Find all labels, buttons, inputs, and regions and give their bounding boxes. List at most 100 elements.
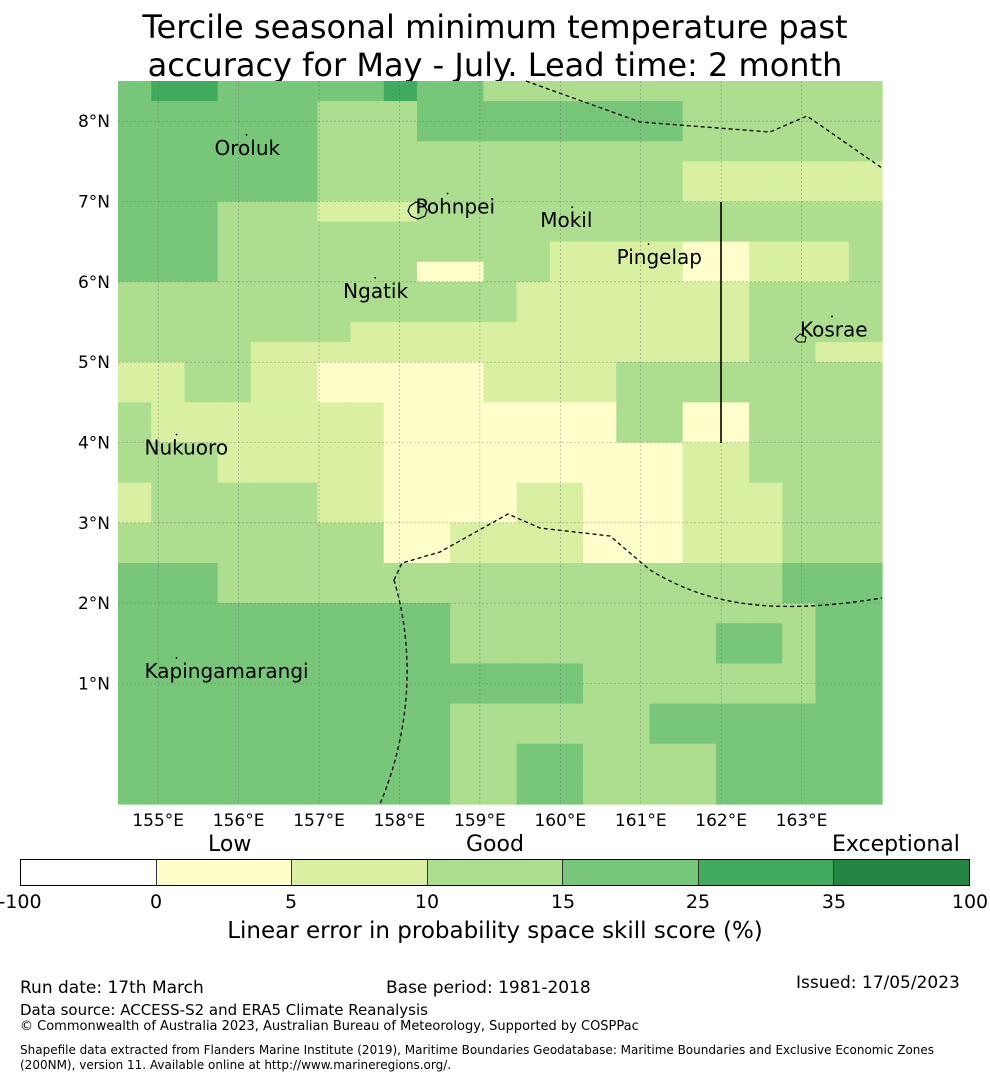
skill-cell (284, 121, 318, 142)
skill-cell (848, 281, 883, 303)
skill-cell (649, 342, 684, 363)
skill-cell (317, 703, 352, 725)
skill-cell (815, 322, 850, 343)
skill-cell (682, 201, 717, 223)
skill-cell (649, 743, 684, 765)
skill-cell (815, 623, 850, 644)
skill-cell (483, 121, 518, 142)
skill-cell (649, 482, 684, 504)
place-dot (374, 277, 377, 279)
skill-cell (184, 723, 219, 745)
colorbar-tick: 15 (550, 891, 576, 913)
lat-tick-label: 5°N (78, 353, 110, 373)
skill-cell (749, 783, 783, 805)
skill-cell (782, 563, 817, 584)
skill-cell (217, 382, 252, 403)
skill-cell (118, 342, 152, 363)
skill-cell (483, 723, 518, 745)
skill-cell (118, 181, 152, 203)
skill-cell (616, 181, 651, 203)
skill-cell (284, 101, 318, 122)
skill-cell (383, 301, 418, 323)
place-dot (571, 206, 574, 209)
skill-cell (516, 703, 551, 725)
skill-cell (350, 322, 385, 343)
skill-cell (250, 703, 285, 725)
skill-cell (682, 743, 717, 765)
skill-cell (184, 201, 219, 223)
skill-cell (118, 261, 152, 283)
skill-cell (151, 181, 186, 203)
skill-cell (715, 563, 750, 584)
skill-cell (416, 181, 451, 203)
skill-cell (184, 161, 219, 183)
skill-cell (583, 563, 617, 584)
skill-cell (450, 221, 484, 243)
skill-cell (151, 603, 186, 624)
colorbar-tick: 25 (685, 891, 711, 913)
skill-cell (649, 382, 684, 403)
skill-cell (616, 502, 651, 524)
skill-cell (350, 563, 385, 584)
skill-cell (616, 643, 651, 665)
skill-cell (317, 181, 352, 203)
skill-cell (483, 563, 518, 584)
skill-cell (217, 301, 252, 323)
skill-cell (649, 141, 684, 162)
skill-cell (350, 422, 385, 444)
skill-cell (749, 221, 783, 243)
map-title-line1: Tercile seasonal minimum temperature pas… (142, 8, 848, 46)
skill-cell (151, 81, 186, 102)
lon-tick-label: 157°E (293, 811, 345, 831)
skill-cell (416, 301, 451, 323)
skill-cell (250, 683, 285, 705)
skill-cell (284, 723, 318, 745)
skill-cell (682, 703, 717, 725)
skill-cell (715, 482, 750, 504)
skill-cell (317, 301, 352, 323)
skill-cell (383, 402, 418, 424)
skill-cell (416, 723, 451, 745)
skill-cell (250, 261, 285, 283)
skill-cell (682, 382, 717, 403)
skill-cell (483, 603, 518, 624)
skill-cell (350, 241, 385, 263)
skill-cell (649, 442, 684, 464)
skill-cell (749, 583, 783, 604)
skill-cell (483, 583, 518, 604)
skill-cell (549, 281, 584, 303)
skill-cell (250, 643, 285, 665)
skill-cell (383, 482, 418, 504)
lon-tick-label: 163°E (776, 811, 828, 831)
skill-cell (151, 241, 186, 263)
skill-cell (815, 261, 850, 283)
skill-cell (483, 462, 518, 484)
skill-cell (383, 141, 418, 162)
skill-cell (848, 81, 883, 102)
skill-cell (184, 683, 219, 705)
skill-cell (715, 422, 750, 444)
skill-cell (250, 201, 285, 223)
skill-cell (383, 181, 418, 203)
skill-cell (516, 542, 551, 564)
skill-cell (416, 362, 451, 383)
place-labels: Oroluk Pohnpei Mokil Pingelap Ngatik Kosrae Nu… (145, 136, 868, 683)
skill-cell (250, 542, 285, 564)
skill-cell (815, 422, 850, 444)
skill-cell (815, 462, 850, 484)
skill-cell (616, 703, 651, 725)
skill-cell (848, 181, 883, 203)
skill-cell (317, 101, 352, 122)
skill-cell (184, 763, 219, 785)
skill-cell (184, 261, 219, 283)
graticule-lines (118, 81, 882, 804)
skill-cell (250, 241, 285, 263)
skill-cell (782, 442, 817, 464)
skill-cell (450, 301, 484, 323)
skill-cell (217, 81, 252, 102)
skill-cell (483, 703, 518, 725)
lon-tick-label: 161°E (615, 811, 667, 831)
skill-cell (682, 161, 717, 183)
skill-cell (184, 281, 219, 303)
skill-cell (682, 763, 717, 785)
